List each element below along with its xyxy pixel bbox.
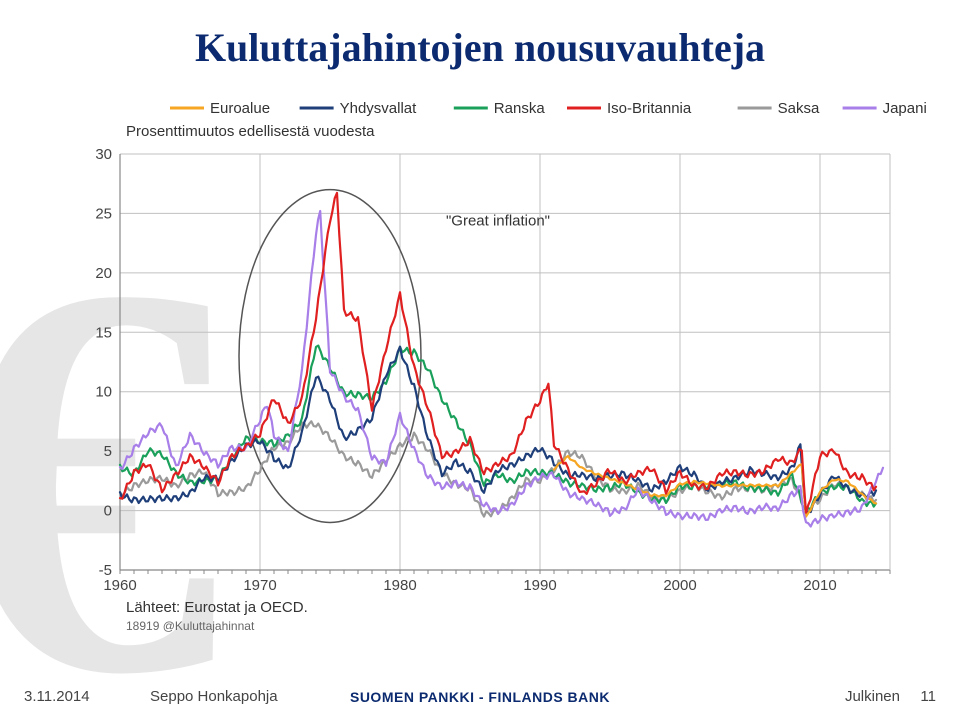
footer-page: 11	[920, 688, 936, 705]
svg-text:Ranska: Ranska	[494, 100, 546, 117]
footer-bank: SUOMEN PANKKI - FINLANDS BANK	[0, 689, 960, 705]
svg-text:Euroalue: Euroalue	[210, 100, 270, 117]
svg-text:2010: 2010	[803, 577, 836, 594]
svg-text:0: 0	[104, 503, 112, 520]
svg-text:20: 20	[95, 265, 112, 282]
svg-text:Saksa: Saksa	[778, 100, 820, 117]
svg-text:5: 5	[104, 443, 112, 460]
svg-text:18919 @Kuluttajahinnat: 18919 @Kuluttajahinnat	[126, 619, 255, 633]
svg-text:15: 15	[95, 324, 112, 341]
svg-text:Iso-Britannia: Iso-Britannia	[607, 100, 692, 117]
footer-classification: Julkinen	[845, 688, 900, 705]
svg-text:Yhdysvallat: Yhdysvallat	[340, 100, 418, 117]
svg-text:1980: 1980	[383, 577, 416, 594]
svg-text:30: 30	[95, 146, 112, 163]
svg-text:1990: 1990	[523, 577, 556, 594]
slide-footer: 3.11.2014 Seppo Honkapohja SUOMEN PANKKI…	[0, 683, 960, 709]
svg-text:10: 10	[95, 384, 112, 401]
svg-text:1960: 1960	[103, 577, 136, 594]
svg-text:Lähteet: Eurostat ja OECD.: Lähteet: Eurostat ja OECD.	[126, 599, 308, 616]
page-title: Kuluttajahintojen nousuvauhteja	[0, 24, 960, 71]
svg-text:Prosenttimuutos edellisestä vu: Prosenttimuutos edellisestä vuodesta	[126, 123, 375, 140]
svg-text:Japani: Japani	[883, 100, 927, 117]
svg-text:2000: 2000	[663, 577, 696, 594]
svg-text:1970: 1970	[243, 577, 276, 594]
svg-text:"Great inflation": "Great inflation"	[446, 212, 550, 229]
line-chart: Euroalue Yhdysvallat Ranska Iso-Britannia Sa…	[80, 100, 900, 640]
svg-text:25: 25	[95, 205, 112, 222]
